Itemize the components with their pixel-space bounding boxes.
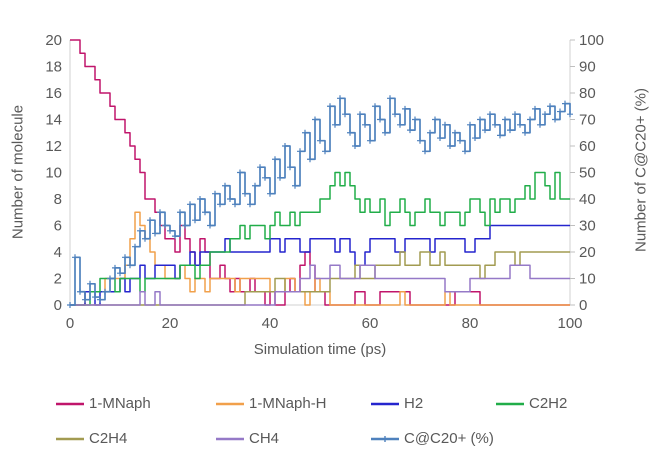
y-left-tick-label: 18 [45,59,62,76]
legend-swatch [56,402,84,406]
series-line [70,224,570,306]
y-right-tick-label: 10 [579,271,596,288]
legend-label: H2 [404,395,424,412]
x-tick-label: 20 [162,315,179,332]
y-right-tick-label: 70 [579,112,596,129]
legend-item-C2H2: C2H2 [495,396,567,412]
legend-label: 1-MNaph-H [249,395,327,412]
y-right-tick-label: 80 [579,85,596,102]
y-left-tick-label: 20 [45,32,62,49]
legend-item-C2H4: C2H4 [55,431,127,447]
x-axis-title: Simulation time (ps) [253,341,387,358]
y-left-tick-label: 8 [54,191,62,208]
x-tick-label: 0 [66,315,74,332]
y-right-tick-label: 50 [579,165,596,182]
legend-item-C@C20+ (%): C@C20+ (%) [370,431,494,447]
series-line [70,264,570,306]
x-tick-label: 100 [557,315,582,332]
y-right-tick-label: 90 [579,59,596,76]
legend-item-1-MNaph: 1-MNaph [55,396,151,412]
y-left-tick-label: 0 [54,297,62,314]
series-C@C20+ (%) [67,95,573,308]
legend-label: CH4 [249,430,280,447]
series-markers [67,95,573,308]
x-tick-label: 80 [462,315,479,332]
legend-swatch [371,402,399,406]
series-line [70,171,570,306]
legend-swatch [496,402,524,406]
y-left-tick-label: 16 [45,85,62,102]
legend-swatch [371,436,399,442]
y-axis-title-left: Number of molecule [9,104,27,240]
y-right-tick-label: 20 [579,244,596,261]
y-right-tick-label: 0 [579,297,587,314]
y-left-tick-label: 10 [45,165,62,182]
y-left-tick-label: 6 [54,218,62,235]
y-left-tick-label: 14 [45,112,62,129]
y-right-tick-label: 40 [579,191,596,208]
legend-label: C2H2 [529,395,568,412]
legend-label: C2H4 [89,430,128,447]
y-left-tick-label: 2 [54,271,62,288]
legend-swatch [216,402,244,406]
legend-swatch [216,437,244,441]
y-right-tick-label: 100 [579,32,604,49]
series-CH4 [70,264,570,306]
legend-label: C@C20+ (%) [404,430,494,447]
legend-item-H2: H2 [370,396,423,412]
legend-label: 1-MNaph [89,395,151,412]
y-left-tick-label: 12 [45,138,62,155]
y-right-tick-label: 30 [579,218,596,235]
series-H2 [70,224,570,306]
x-tick-label: 60 [362,315,379,332]
legend-swatch [56,437,84,441]
series-C2H2 [70,171,570,306]
legend-item-CH4: CH4 [215,431,279,447]
tick-labels: 0246810121416182001020304050607080901000… [45,32,604,332]
legend-item-1-MNaph-H: 1-MNaph-H [215,396,327,412]
y-right-tick-label: 60 [579,138,596,155]
y-left-tick-label: 4 [54,244,62,261]
y-axis-title-right: Number of C@C20+ (%) [632,87,650,253]
x-tick-label: 40 [262,315,279,332]
